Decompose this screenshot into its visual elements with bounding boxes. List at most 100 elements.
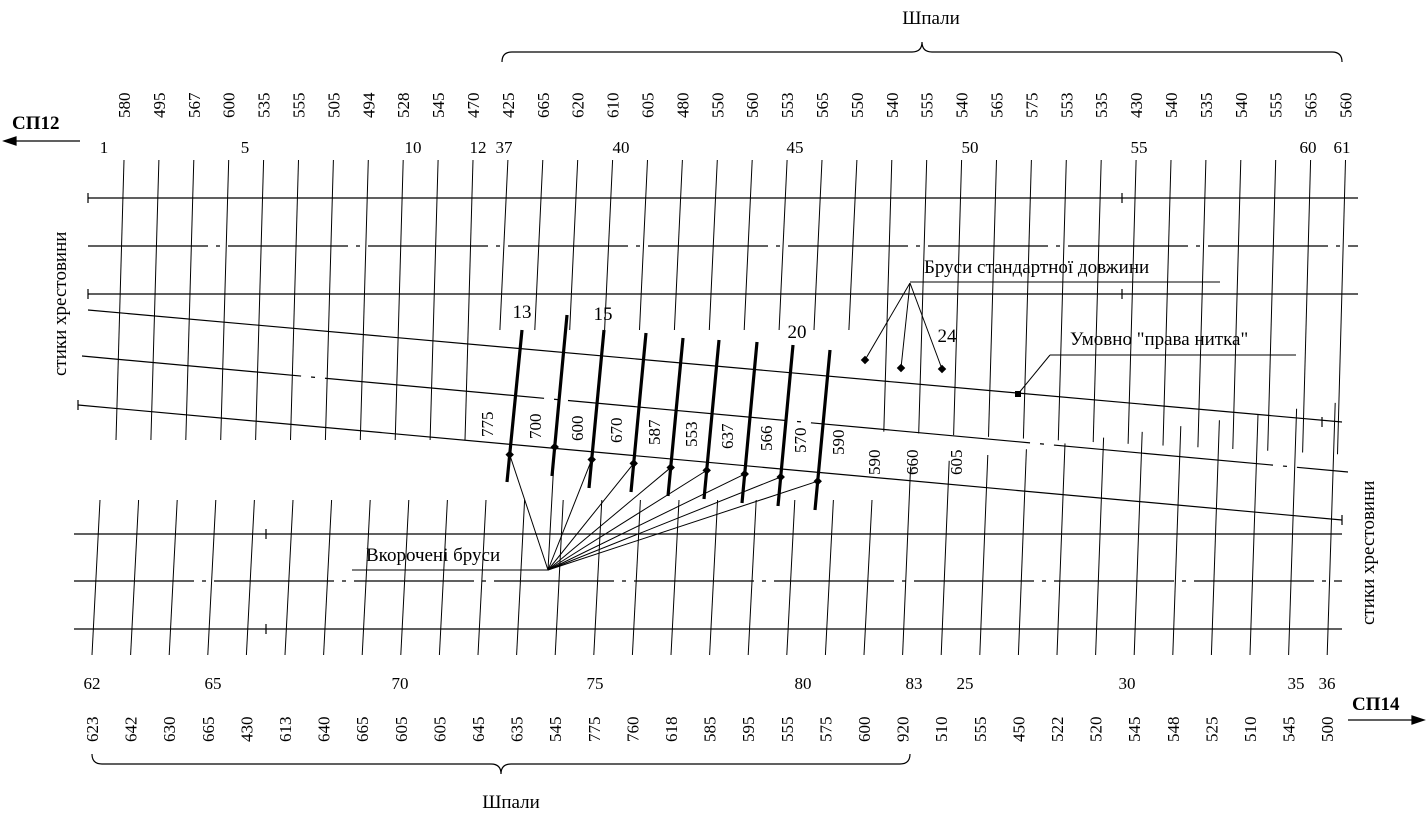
standard-index-label: 24	[938, 326, 958, 347]
standard-bar-marker	[860, 355, 870, 365]
bottom-index-label: 62	[84, 674, 101, 693]
top-sleeper	[883, 159, 893, 432]
standard-bar-marker	[896, 363, 906, 373]
bottom-sleeper-length: 555	[971, 717, 990, 743]
shortened-leader	[509, 454, 549, 571]
bottom-sleeper	[400, 499, 410, 656]
bottom-sleeper	[477, 499, 487, 656]
bottom-sleeper	[670, 499, 680, 656]
left-arrow-icon	[2, 136, 17, 146]
top-sleeper	[1232, 159, 1242, 450]
top-sleeper-length: 580	[115, 93, 134, 119]
top-index-label: 10	[405, 138, 422, 157]
bottom-sleeper-length: 623	[83, 717, 102, 743]
top-sleeper-length: 545	[429, 93, 448, 119]
bottom-sleeper-length: 605	[392, 717, 411, 743]
top-sleeper	[673, 159, 683, 331]
shortened-bar-length: 553	[682, 422, 701, 448]
standard-bar-length: 605	[947, 450, 966, 476]
top-sleeper	[324, 159, 334, 441]
top-sleeper-length: 575	[1022, 93, 1041, 119]
bottom-sleeper-length: 665	[199, 717, 218, 743]
bottom-sleeper-length: 548	[1164, 717, 1183, 743]
bottom-sleeper	[1210, 420, 1220, 656]
top-index-label: 37	[496, 138, 514, 157]
bottom-sleeper	[863, 499, 873, 656]
top-sleeper	[1127, 159, 1137, 444]
bottom-sleeper	[631, 499, 641, 656]
bottom-sleeper	[245, 499, 255, 656]
top-sleeper	[534, 159, 544, 331]
top-sleeper	[255, 159, 265, 441]
bottom-sleeper-length: 600	[855, 717, 874, 743]
top-index-label: 1	[100, 138, 109, 157]
shortened-bar-length: 670	[607, 418, 626, 444]
top-sleeper	[1337, 159, 1346, 455]
top-sleeper	[1162, 159, 1172, 446]
top-index-label: 60	[1300, 138, 1317, 157]
right-arrow-label: СП14	[1352, 694, 1400, 715]
bottom-sleeper	[1172, 426, 1182, 656]
shortened-bar	[813, 349, 832, 511]
bottom-index-label: 30	[1119, 674, 1136, 693]
shortened-bar-length: 637	[718, 423, 737, 449]
top-sleeper-length: 495	[150, 93, 169, 119]
top-sleeper-length: 555	[918, 93, 937, 119]
shortened-bar	[702, 339, 721, 500]
top-sleeper	[1267, 159, 1277, 451]
top-sleeper-length: 540	[1162, 93, 1181, 119]
top-sleeper-length: 565	[813, 93, 832, 119]
bottom-sleeper-length: 500	[1318, 717, 1337, 743]
bottom-index-label: 75	[587, 674, 604, 693]
bottom-sleeper-length: 775	[585, 717, 604, 743]
top-sleeper	[1197, 159, 1207, 448]
shortened-bar	[776, 344, 795, 507]
right-rail-label: Умовно "права нитка"	[1070, 329, 1248, 350]
shortened-leader	[547, 476, 781, 571]
shortened-bar-length: 700	[526, 414, 545, 440]
top-sleeper	[1057, 159, 1067, 441]
top-index-label: 12	[470, 138, 487, 157]
top-index-label: 5	[241, 138, 250, 157]
top-sleeper	[185, 159, 195, 441]
bottom-sleeper-length: 595	[739, 717, 758, 743]
top-sleeper-length: 560	[743, 93, 762, 119]
left-vertical-label: стики хрестовини	[50, 232, 71, 376]
bottom-sleeper-length: 450	[1009, 717, 1028, 743]
bottom-index-label: 83	[906, 674, 923, 693]
top-sleeper	[778, 159, 788, 331]
bottom-sleeper	[1095, 437, 1105, 656]
bottom-sleeper-length: 430	[237, 717, 256, 743]
top-sleeper	[848, 159, 858, 331]
bottom-sleeper	[709, 499, 719, 656]
top-sleeper-length: 535	[1197, 93, 1216, 119]
top-sleeper	[220, 159, 230, 441]
shortened-index-label: 13	[513, 302, 532, 323]
top-sleeper-length: 600	[220, 93, 239, 119]
top-sleeper-length: 565	[1302, 93, 1321, 119]
bottom-index-label: 65	[205, 674, 222, 693]
right-arrow-icon	[1411, 715, 1426, 725]
bottom-index-label: 80	[795, 674, 812, 693]
shortened-index-label: 20	[788, 322, 807, 343]
bottom-index-label: 25	[957, 674, 974, 693]
bottom-index-label: 70	[392, 674, 409, 693]
bottom-sleeper-length: 605	[430, 717, 449, 743]
top-sleeper-length: 620	[569, 93, 588, 119]
bottom-sleeper	[91, 499, 101, 656]
shortened-leader	[547, 467, 672, 571]
shortened-bar	[505, 329, 524, 483]
top-sleeper	[499, 159, 509, 331]
top-sleeper	[1302, 159, 1312, 453]
top-sleeper	[359, 159, 369, 441]
top-sleeper-length: 535	[1092, 93, 1111, 119]
bottom-brace	[91, 753, 911, 775]
bottom-sleeper	[130, 499, 140, 656]
standard-bar-length: 660	[903, 450, 922, 476]
top-sleeper-length: 540	[883, 93, 902, 119]
shortened-bars-label: Вкорочені бруси	[366, 545, 500, 566]
bottom-sleeper	[207, 499, 217, 656]
bottom-sleeper-length: 522	[1048, 717, 1067, 743]
bottom-sleeper	[284, 499, 294, 656]
